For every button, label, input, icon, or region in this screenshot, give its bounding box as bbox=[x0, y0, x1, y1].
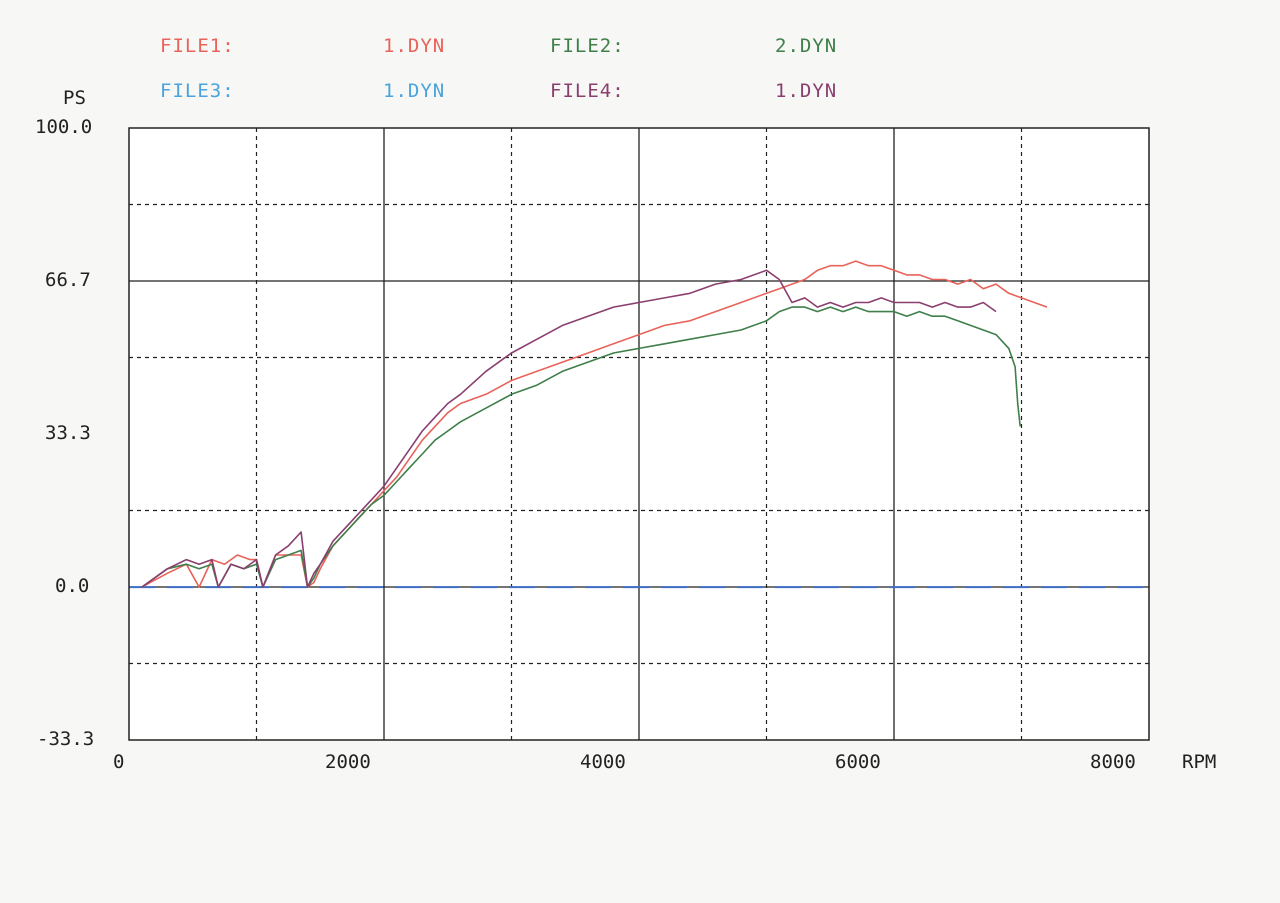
y-tick-label: 0.0 bbox=[55, 575, 90, 597]
legend-file2-label: FILE2: bbox=[550, 35, 625, 57]
legend-file4-file: 1.DYN bbox=[775, 80, 838, 102]
y-axis-label: PS bbox=[63, 87, 86, 109]
legend-file4-label: FILE4: bbox=[550, 80, 625, 102]
x-tick-label: 6000 bbox=[835, 751, 881, 773]
x-tick-label: 8000 bbox=[1090, 751, 1136, 773]
legend-file3-file: 1.DYN bbox=[383, 80, 446, 102]
series-layer bbox=[141, 260, 1048, 588]
x-tick-label: 0 bbox=[113, 751, 125, 773]
y-tick-label: 100.0 bbox=[35, 116, 93, 138]
y-tick-label: 33.3 bbox=[45, 422, 91, 444]
x-axis-label: RPM bbox=[1182, 751, 1217, 773]
y-tick-label: -33.3 bbox=[37, 728, 95, 750]
x-tick-label: 4000 bbox=[580, 751, 626, 773]
legend-file1-label: FILE1: bbox=[160, 35, 235, 57]
series-line-file2 bbox=[141, 306, 1021, 588]
legend-file2-file: 2.DYN bbox=[775, 35, 838, 57]
legend-file3-label: FILE3: bbox=[160, 80, 235, 102]
series-line-file4 bbox=[141, 269, 997, 588]
y-tick-label: 66.7 bbox=[45, 269, 91, 291]
x-tick-label: 2000 bbox=[325, 751, 371, 773]
legend-file1-file: 1.DYN bbox=[383, 35, 446, 57]
plot-frame bbox=[128, 127, 1150, 741]
